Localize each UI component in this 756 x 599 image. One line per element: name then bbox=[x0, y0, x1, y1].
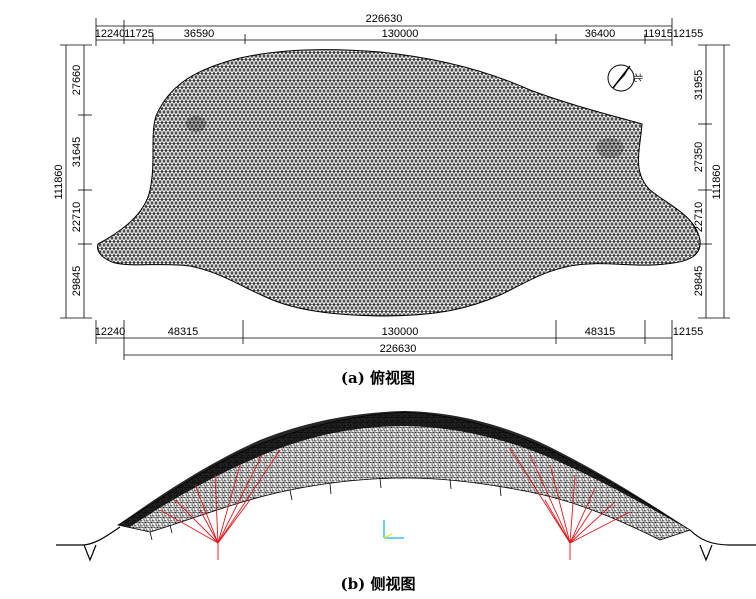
mesh-node-cluster-right bbox=[596, 138, 624, 158]
right-segment-dimension: 31955 bbox=[693, 70, 705, 101]
bottom-segment-dimension: 130000 bbox=[382, 326, 419, 338]
top-segment-dimension: 36590 bbox=[184, 28, 215, 40]
ground-line-right bbox=[689, 529, 756, 546]
bottom-overall-dimension: 226630 bbox=[380, 343, 417, 355]
right-segment-dimension: 27350 bbox=[693, 142, 705, 173]
top-segment-dimension: 12240 bbox=[95, 28, 126, 40]
top-segment-dimension: 130000 bbox=[382, 28, 419, 40]
left-segment-dimension: 29845 bbox=[71, 266, 83, 297]
left-segment-dimension: 31645 bbox=[71, 137, 83, 168]
top-segment-dimension: 11915 bbox=[643, 28, 673, 40]
axis-marker-icon bbox=[383, 520, 404, 539]
right-dimension-lines bbox=[698, 44, 730, 319]
top-segment-dimension: 11725 bbox=[124, 28, 154, 40]
left-segment-dimension: 22710 bbox=[71, 202, 83, 233]
support-tree-left bbox=[159, 449, 281, 560]
top-segment-dimension: 12155 bbox=[673, 28, 704, 40]
right-overall-dimension: 111860 bbox=[711, 164, 723, 199]
right-segment-dimension: 29845 bbox=[693, 266, 705, 297]
mesh-node-cluster-left bbox=[186, 116, 206, 132]
top-view-plan: 北 bbox=[53, 13, 730, 360]
roof-mesh-plan bbox=[97, 49, 701, 317]
support-tree-right bbox=[509, 447, 631, 560]
ground-line-left bbox=[56, 526, 121, 546]
bottom-segment-dimension: 48315 bbox=[168, 326, 199, 338]
struts bbox=[149, 477, 502, 541]
north-arrow-icon: 北 bbox=[607, 64, 643, 92]
top-view-caption: (a) 俯视图 bbox=[340, 369, 416, 387]
top-segment-dimension: 36400 bbox=[585, 28, 616, 40]
left-overall-dimension: 111860 bbox=[53, 164, 65, 199]
support-foot-left bbox=[83, 544, 97, 562]
support-foot-right bbox=[699, 544, 713, 562]
left-segment-dimension: 27660 bbox=[71, 65, 83, 96]
top-dimension-lines bbox=[95, 18, 673, 46]
roof-ridge-side bbox=[118, 411, 690, 530]
bottom-segment-dimension: 48315 bbox=[585, 326, 616, 338]
side-view-elevation bbox=[56, 411, 756, 562]
top-overall-dimension: 226630 bbox=[366, 13, 403, 25]
svg-text:北: 北 bbox=[632, 73, 643, 82]
left-dimension-lines bbox=[60, 44, 92, 319]
bottom-segment-dimension: 12240 bbox=[95, 326, 126, 338]
side-view-caption: (b) 侧视图 bbox=[340, 575, 416, 593]
bottom-dimension-lines bbox=[95, 320, 673, 360]
right-segment-dimension: 22710 bbox=[693, 202, 705, 233]
bottom-segment-dimension: 12155 bbox=[673, 326, 704, 338]
